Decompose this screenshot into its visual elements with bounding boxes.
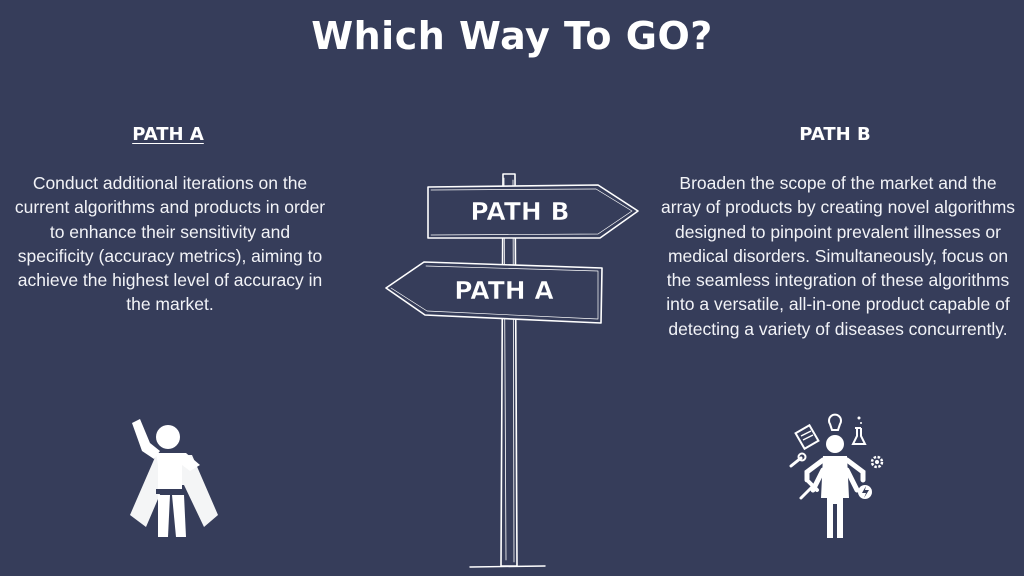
page-title: Which Way To GO? — [311, 14, 713, 58]
lower-sign-label: PATH A — [454, 276, 554, 305]
upper-sign-board — [427, 184, 639, 239]
path-b-description: Broaden the scope of the market and the … — [660, 173, 1016, 339]
path-a-heading: PATH A — [132, 124, 204, 145]
path-a-description: Conduct additional iterations on the cur… — [14, 173, 326, 315]
path-b-heading: PATH B — [799, 124, 871, 145]
multitasking-person-icon — [789, 413, 884, 538]
signpost-pole — [500, 173, 518, 567]
upper-sign-label: PATH B — [470, 197, 569, 226]
superhero-icon — [130, 419, 218, 537]
lower-sign-board — [385, 261, 603, 324]
